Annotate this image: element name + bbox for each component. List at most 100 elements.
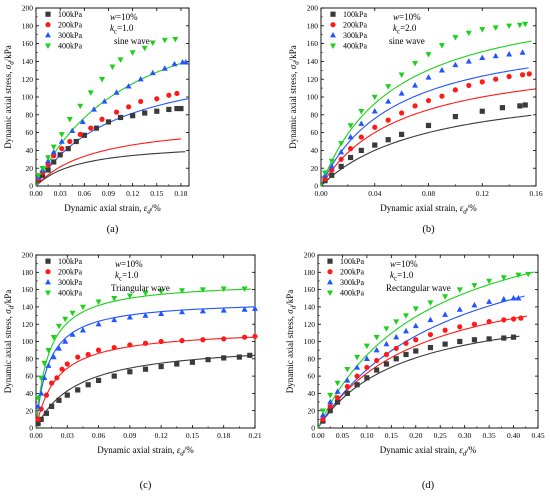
data-point-300kPa bbox=[241, 306, 248, 312]
data-point-100kPa bbox=[344, 390, 350, 396]
data-point-100kPa bbox=[347, 154, 354, 161]
data-point-400kPa bbox=[158, 289, 165, 295]
data-point-300kPa bbox=[50, 353, 57, 360]
data-point-400kPa bbox=[50, 334, 57, 341]
y-axis-label: Dynamic axial stress, σd/kPa bbox=[285, 290, 298, 393]
data-point-100kPa bbox=[358, 147, 364, 153]
legend-label: 300kPa bbox=[58, 278, 82, 287]
y-tick-label: 140 bbox=[304, 303, 316, 312]
legend-marker-100kPa bbox=[330, 11, 336, 17]
data-point-300kPa bbox=[220, 307, 227, 313]
data-point-100kPa bbox=[174, 361, 180, 367]
data-point-100kPa bbox=[452, 113, 458, 120]
data-point-400kPa bbox=[363, 343, 370, 350]
data-point-300kPa bbox=[69, 127, 76, 134]
chart-panel-b: 0.00 0.04 0.08 0.12 0.16 0 20 40 60 80 100 120 140 16… bbox=[288, 4, 543, 235]
y-tick-label: 140 bbox=[22, 57, 34, 66]
data-point-100kPa bbox=[354, 382, 360, 388]
fit-curve-200kPa bbox=[317, 315, 528, 429]
data-point-100kPa bbox=[64, 392, 70, 398]
data-point-400kPa bbox=[220, 286, 227, 292]
data-point-300kPa bbox=[35, 403, 42, 409]
x-tick-label: 0.00 bbox=[311, 431, 324, 440]
data-point-200kPa bbox=[322, 176, 328, 182]
legend-marker-400kPa bbox=[330, 43, 336, 49]
legend-label: 300kPa bbox=[58, 31, 82, 40]
data-point-100kPa bbox=[85, 382, 91, 388]
x-tick-label: 0.12 bbox=[126, 189, 139, 198]
annotation-2: sine wave bbox=[114, 36, 150, 46]
data-point-300kPa bbox=[137, 75, 144, 82]
legend-marker-300kPa bbox=[327, 278, 333, 285]
data-point-400kPa bbox=[471, 283, 478, 289]
y-axis-label-unit: /kPa bbox=[288, 45, 298, 61]
data-point-300kPa bbox=[403, 327, 409, 334]
data-point-400kPa bbox=[117, 57, 124, 63]
annotation-1-value: =1.0 bbox=[122, 270, 139, 280]
data-point-300kPa bbox=[45, 362, 52, 368]
data-point-300kPa bbox=[50, 148, 57, 155]
y-tick-label: 160 bbox=[22, 39, 34, 48]
data-point-100kPa bbox=[393, 356, 399, 362]
x-axis-label-text: Dynamic axial strain, bbox=[380, 445, 459, 455]
legend-marker-200kPa bbox=[45, 269, 51, 275]
x-axis-label-unit: /% bbox=[467, 203, 478, 213]
data-point-200kPa bbox=[334, 395, 341, 401]
data-point-300kPa bbox=[182, 59, 189, 65]
x-tick-label: 0.16 bbox=[529, 189, 542, 198]
data-point-200kPa bbox=[364, 364, 370, 371]
data-point-200kPa bbox=[413, 337, 419, 343]
data-point-200kPa bbox=[95, 347, 102, 353]
x-tick-label: 0.06 bbox=[78, 189, 91, 198]
data-point-300kPa bbox=[500, 295, 507, 302]
data-point-200kPa bbox=[347, 146, 354, 152]
x-axis-label: Dynamic axial strain, εd/% bbox=[64, 203, 161, 216]
data-point-300kPa bbox=[142, 312, 149, 318]
data-point-300kPa bbox=[412, 322, 419, 329]
data-point-100kPa bbox=[65, 146, 71, 152]
x-tick-label: 0.25 bbox=[434, 431, 447, 440]
data-point-200kPa bbox=[510, 316, 517, 322]
panel-label: (c) bbox=[140, 480, 152, 491]
data-point-400kPa bbox=[161, 37, 168, 44]
legend-marker-100kPa bbox=[327, 258, 333, 264]
data-point-300kPa bbox=[373, 346, 380, 353]
data-point-300kPa bbox=[506, 51, 513, 57]
x-tick-label: 0.00 bbox=[29, 431, 42, 440]
fit-curve-300kPa bbox=[35, 97, 190, 187]
data-point-400kPa bbox=[35, 173, 42, 179]
data-point-300kPa bbox=[179, 308, 185, 315]
data-point-400kPa bbox=[55, 323, 62, 330]
data-point-400kPa bbox=[393, 319, 400, 325]
data-point-100kPa bbox=[45, 167, 51, 173]
y-tick-label: 100 bbox=[307, 93, 319, 102]
data-point-200kPa bbox=[127, 342, 133, 348]
data-point-200kPa bbox=[200, 337, 206, 343]
y-tick-label: 20 bbox=[308, 406, 316, 415]
x-tick-label: 0.20 bbox=[409, 431, 422, 440]
data-point-100kPa bbox=[457, 338, 463, 345]
y-axis-label-sub: d bbox=[290, 305, 298, 309]
fit-curve-100kPa bbox=[35, 151, 186, 187]
data-point-200kPa bbox=[393, 345, 399, 352]
data-point-400kPa bbox=[403, 313, 409, 319]
annotation-2: Triangular wave bbox=[111, 283, 170, 293]
data-point-400kPa bbox=[95, 299, 102, 305]
data-point-200kPa bbox=[466, 82, 472, 89]
data-point-400kPa bbox=[69, 310, 76, 317]
annotation-1-value: =1.0 bbox=[397, 270, 414, 280]
data-point-300kPa bbox=[90, 106, 97, 112]
data-point-300kPa bbox=[62, 338, 69, 344]
data-point-200kPa bbox=[457, 324, 463, 330]
y-tick-label: 120 bbox=[307, 75, 319, 84]
y-tick-label: 60 bbox=[26, 128, 34, 137]
data-point-300kPa bbox=[425, 74, 432, 80]
x-tick-label: 0.12 bbox=[476, 189, 489, 198]
data-point-200kPa bbox=[88, 125, 94, 131]
legend-label: 400kPa bbox=[340, 289, 364, 298]
y-axis-label: Dynamic axial stress, σd/kPa bbox=[3, 290, 16, 393]
y-axis-label-text: Dynamic axial stress, bbox=[288, 69, 298, 148]
data-point-100kPa bbox=[442, 341, 448, 347]
y-axis-label-text: Dynamic axial stress, bbox=[285, 314, 295, 393]
